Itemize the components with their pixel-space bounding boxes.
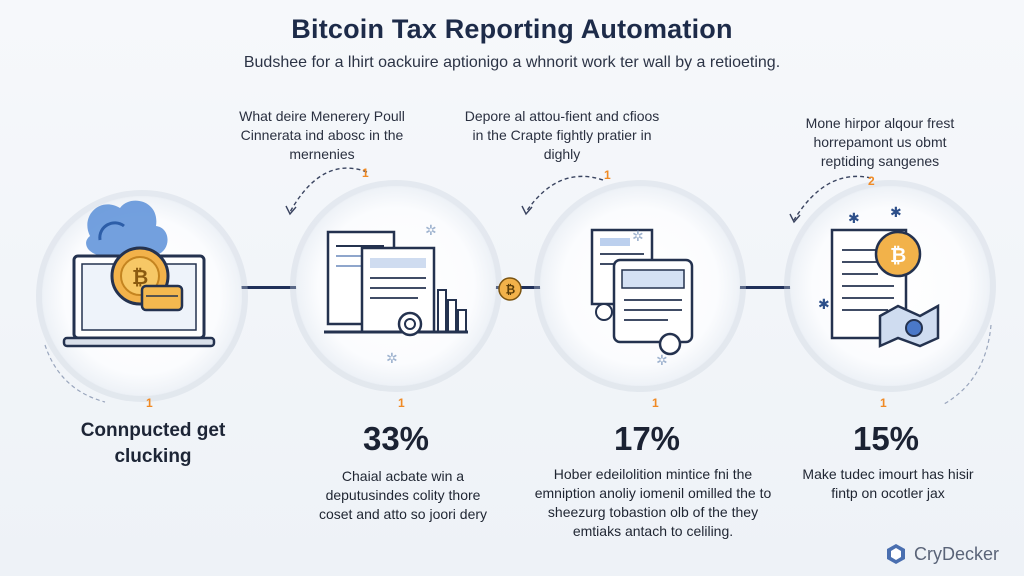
connector-line-3	[722, 286, 794, 289]
svg-text:₿: ₿	[132, 267, 148, 289]
laptop-icon: ₿	[62, 200, 216, 348]
sparkle-icon: ✲	[632, 228, 644, 244]
brand-name: CryDecker	[914, 543, 1000, 564]
step-marker: 2	[868, 174, 875, 188]
step-marker: 1	[652, 396, 659, 410]
svg-text:₿: ₿	[506, 283, 516, 297]
sparkle-icon: ✱	[890, 204, 902, 220]
description-step-4: Make tudec imourt has hisir fintp on oco…	[802, 466, 974, 501]
sparkle-icon: ✲	[425, 222, 437, 238]
documents-icon	[324, 230, 468, 337]
page-subtitle: Budshee for a lhirt oackuire aptionigo a…	[243, 54, 781, 71]
step-1-label: Connpucted get clucking	[80, 420, 226, 467]
step-marker: 1	[146, 396, 153, 410]
curved-arrow-5	[943, 324, 992, 405]
curved-arrow-1	[285, 167, 368, 216]
svg-text:₿: ₿	[890, 245, 906, 267]
brand-mark-icon	[887, 544, 905, 564]
forms-icon	[590, 228, 694, 356]
top-caption-1: What deire Menerery Poull Cinnerata ind …	[239, 108, 405, 162]
curved-arrow-3	[789, 175, 872, 224]
sparkle-icon: ✱	[848, 210, 860, 226]
step-marker: 1	[604, 168, 611, 182]
sparkle-icon: ✲	[656, 352, 668, 368]
connector-line-1	[228, 286, 302, 289]
stat-step-4: 15%	[852, 420, 920, 457]
brand-logo: CryDecker	[884, 540, 999, 568]
step-marker: 1	[398, 396, 405, 410]
bitcoin-coin-icon: ₿	[498, 277, 522, 301]
page-title: Bitcoin Tax Reporting Automation	[291, 14, 733, 44]
sparkle-icon: ✱	[818, 296, 830, 312]
tax-report-icon: ₿	[830, 228, 940, 348]
top-caption-3: Mone hirpor alqour frest horrepamont us …	[805, 115, 955, 169]
top-caption-2: Depore al attou-fient and cfioos in the …	[464, 108, 660, 162]
step-marker: 1	[880, 396, 887, 410]
sparkle-icon: ✲	[386, 350, 398, 366]
curved-arrow-4	[44, 344, 106, 403]
description-step-2: Chaial acbate win a deputusindes colity …	[318, 468, 488, 522]
stat-step-3: 17%	[613, 420, 681, 457]
curved-arrow-2	[521, 175, 604, 216]
description-step-3: Hober edeilolition mintice fni the emnip…	[534, 466, 772, 539]
stat-step-2: 33%	[362, 420, 430, 457]
step-marker: 1	[362, 166, 369, 180]
